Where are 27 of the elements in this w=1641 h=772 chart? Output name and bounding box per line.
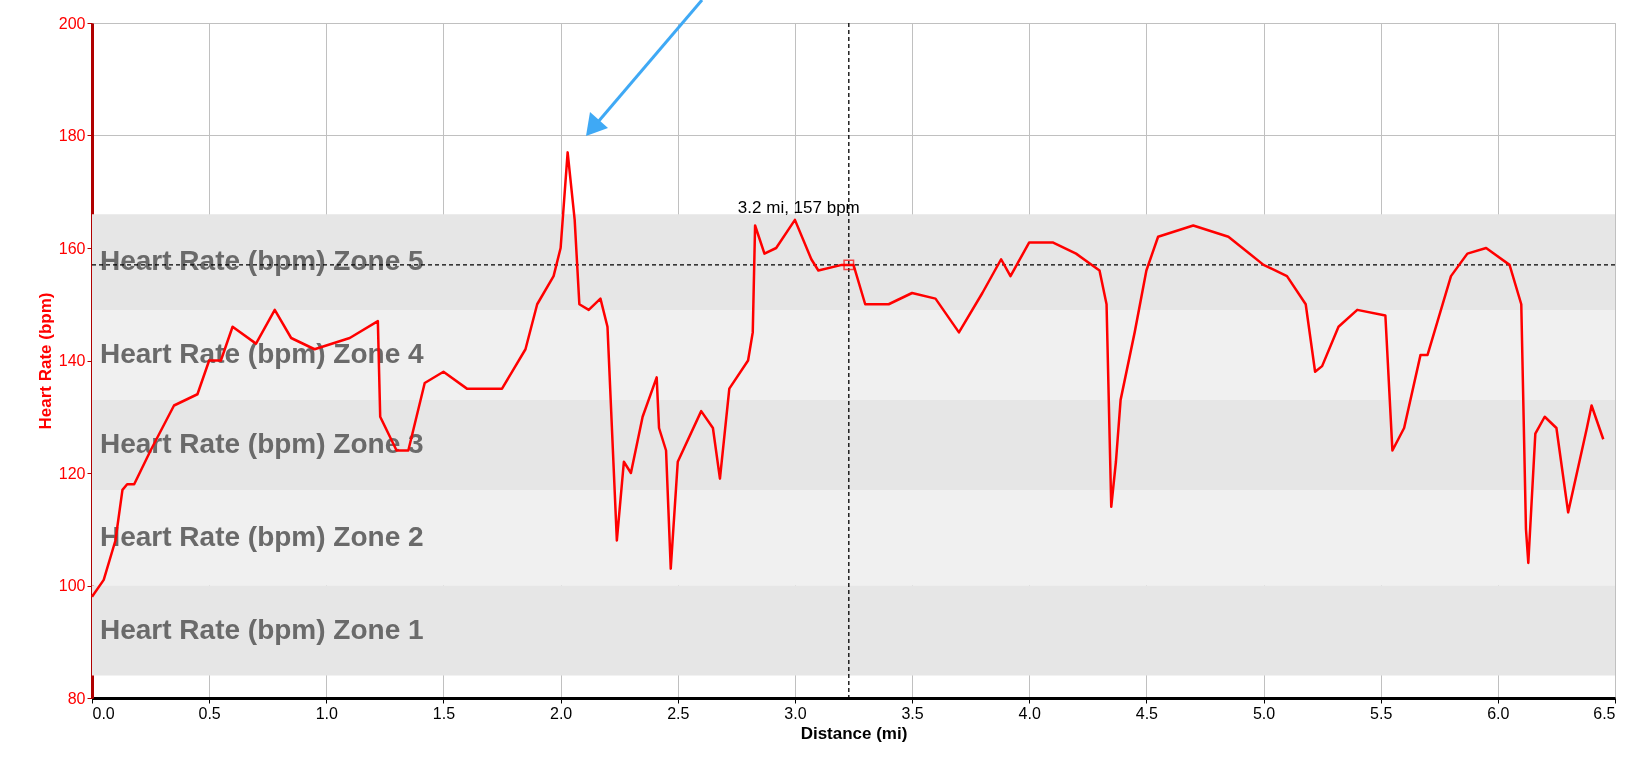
- x-tick-label: 2.0: [549, 704, 573, 722]
- line-series: [90, 151, 1605, 598]
- y-tick-label: 120: [58, 464, 86, 482]
- x-tick-label: 1.0: [315, 704, 339, 722]
- y-axis-title: Heart Rate (bpm): [35, 292, 55, 430]
- band-label: Heart Rate (bpm) Zone 5: [100, 245, 424, 277]
- x-tick-label: 5.5: [1370, 704, 1393, 722]
- y-tick-label: 180: [58, 127, 86, 144]
- x-tick-label: 0.5: [198, 704, 221, 722]
- annotation: 3.2 mi, 157 bpm: [737, 197, 860, 217]
- x-tick-label: 3.0: [784, 704, 807, 722]
- x-tick-label: 1.5: [432, 704, 456, 722]
- x-tick-label: 4.0: [1018, 704, 1041, 722]
- y-tick-label: 140: [58, 352, 86, 369]
- x-axis-title: Distance (mi): [800, 723, 908, 743]
- x-tick-label: 6.5: [1593, 704, 1616, 722]
- x-tick-label: 6.0: [1487, 704, 1510, 722]
- y-tick-label: 160: [58, 239, 86, 257]
- x-tick-label: 0.0: [92, 704, 115, 722]
- x-tick-label: 5.0: [1252, 704, 1276, 722]
- x-tick-label: 3.5: [901, 704, 924, 722]
- band-label: Heart Rate (bpm) Zone 1: [100, 613, 424, 645]
- y-tick-label: 200: [58, 14, 86, 32]
- y-tick-label: 80: [67, 689, 86, 707]
- y-tick-label: 100: [58, 577, 86, 594]
- x-tick-label: 4.5: [1135, 704, 1159, 722]
- x-tick-label: 2.5: [667, 704, 690, 722]
